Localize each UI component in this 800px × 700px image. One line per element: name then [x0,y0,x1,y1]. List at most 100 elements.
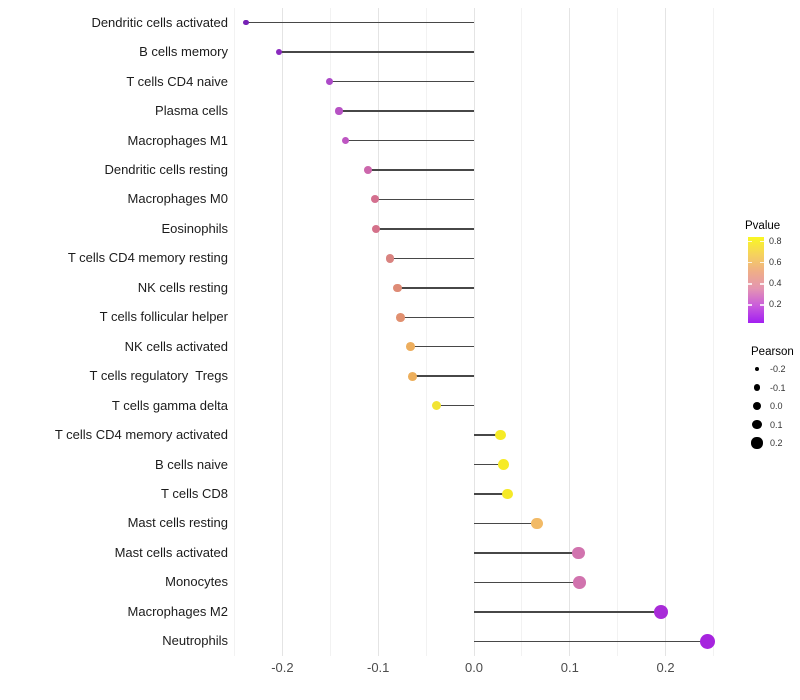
lollipop-stem [400,316,474,319]
pearson-legend-label: -0.1 [770,382,786,393]
lollipop-dot [700,633,716,649]
lollipop-dot [653,604,668,619]
lollipop-dot [495,429,507,441]
category-label: T cells CD8 [161,486,228,501]
colorbar-tick [748,240,752,242]
category-label: Neutrophils [162,633,228,649]
colorbar-tick [748,283,752,285]
lollipop-dot [341,136,350,145]
lollipop-dot [325,78,333,86]
lollipop-dot [385,254,394,263]
category-label: B cells naive [155,456,228,472]
pearson-legend-dot [752,419,762,430]
gridline-minor [329,8,331,656]
lollipop-dot [363,166,372,174]
lollipop-stem [474,581,580,584]
lollipop-stem [474,434,501,436]
lollipop-dot [335,107,343,115]
x-axis-tick-label: -0.1 [366,660,390,675]
colorbar-tick-label: 0.8 [769,235,782,246]
gridline-minor [234,8,235,656]
gridline-major [377,8,379,656]
lollipop-dot [393,283,402,293]
lollipop-stem [367,169,474,171]
category-label: T cells CD4 naive [126,73,228,89]
category-label: Plasma cells [155,103,228,119]
category-label: Mast cells activated [114,544,228,560]
lollipop-stem [474,552,579,554]
gridline-minor [521,8,523,656]
category-label: Mast cells resting [127,515,228,531]
category-label: NK cells resting [137,279,228,295]
lollipop-stem [278,51,474,53]
pearson-legend-dot [753,384,761,391]
category-label: B cells memory [139,44,228,60]
category-label: Dendritic cells resting [104,162,228,177]
lollipop-stem [329,80,474,83]
x-axis-tick-label: 0.0 [464,660,484,675]
colorbar-tick-label: 0.2 [769,299,782,310]
colorbar-tick [760,304,764,306]
category-label: Monocytes [165,574,228,590]
colorbar-tick-label: 0.6 [769,256,782,267]
lollipop-dot [502,488,513,500]
pvalue-colorbar [748,237,764,323]
gridline-minor [617,8,619,656]
colorbar-tick [760,283,764,285]
gridline-major [569,8,571,656]
lollipop-stem [474,493,508,495]
category-label: T cells CD4 memory activated [54,427,228,443]
category-label: Macrophages M1 [127,132,228,148]
lollipop-stem [376,228,474,230]
pearson-legend-dot [751,437,763,449]
pearson-legend-label: 0.0 [770,401,783,411]
lollipop-dot [431,400,442,411]
lollipop-dot [498,459,510,470]
category-label: Macrophages M2 [127,603,228,619]
category-label: T cells follicular helper [99,309,228,325]
lollipop-dot [531,517,543,530]
x-axis-tick-label: 0.2 [656,660,675,675]
gridline-major [473,8,475,656]
category-label: Eosinophils [161,220,229,236]
gridline-minor [713,8,714,656]
pvalue-legend-title: Pvalue [745,220,781,232]
lollipop-dot [572,546,585,560]
lollipop-dot [275,49,282,56]
lollipop-stem [474,611,661,613]
lollipop-stem [412,375,474,377]
lollipop-stem [345,139,474,142]
colorbar-tick [760,240,764,242]
lollipop-dot [573,576,586,589]
lollipop-stem [375,198,474,201]
lollipop-dot [372,224,381,233]
lollipop-stem [474,463,504,466]
category-label: Macrophages M0 [127,191,228,207]
category-label: Dendritic cells activated [91,14,228,30]
lollipop-stem [245,21,474,24]
colorbar-tick [748,261,752,264]
lollipop-dot [243,20,249,26]
lollipop-dot [395,312,405,322]
lollipop-dot [408,371,418,381]
pearson-legend-dot [754,366,760,372]
lollipop-stem [338,110,474,112]
category-label: NK cells activated [124,338,228,354]
lollipop-dot [371,195,380,204]
category-label: T cells gamma delta [111,397,228,413]
lollipop-dot [406,342,416,352]
pearson-legend-dot [753,402,761,410]
lollipop-stem [389,257,474,260]
category-label: T cells regulatory Tregs [89,368,228,384]
pearson-legend-label: -0.2 [770,364,786,374]
gridline-minor [425,8,427,656]
category-label: T cells CD4 memory resting [67,250,228,266]
gridline-major [665,8,667,656]
x-axis-tick-label: -0.2 [271,660,294,675]
lollipop-stem [397,287,474,289]
pearson-legend-label: 0.1 [770,419,783,430]
x-axis-tick-label: 0.1 [560,660,579,675]
colorbar-tick [748,304,752,306]
pearson-legend-label: 0.2 [770,438,783,448]
